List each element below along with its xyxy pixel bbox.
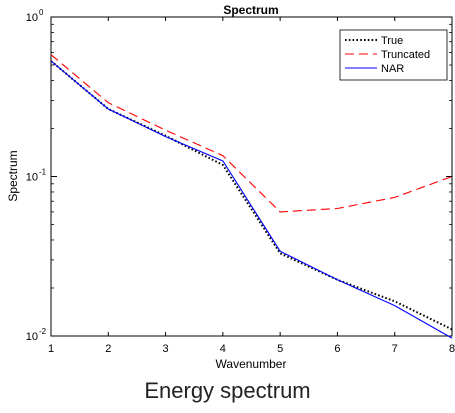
series-line-truncated [50,54,453,213]
y-tick-exponent: 0 [39,8,44,17]
x-tick-label: 7 [392,343,398,355]
x-tick-label: 8 [449,343,455,355]
series-lines [50,54,453,339]
x-tick-label: 2 [105,343,111,355]
series-line-nar [50,60,453,339]
x-tick-label: 1 [48,343,54,355]
x-axis-label: Wavenumber [216,357,287,371]
legend-label: NAR [381,63,404,75]
x-tick-label: 4 [220,343,226,355]
figure-caption: Energy spectrum [144,378,311,403]
legend-label: True [381,35,403,47]
x-tick-label: 3 [163,343,169,355]
y-tick-label: 10 [26,12,38,24]
y-tick-exponent: -1 [39,168,47,177]
legend: True Truncated NAR [339,29,448,81]
y-axis-label: Spectrum [6,150,20,201]
y-tick-label: 10 [26,172,38,184]
y-tick-exponent: -2 [39,327,47,336]
legend-box [339,29,448,81]
series-line-true [50,60,453,331]
chart-title: Spectrum [223,3,278,17]
legend-label: Truncated [381,49,430,61]
x-tick-label: 5 [277,343,283,355]
x-tick-label: 6 [334,343,340,355]
y-tick-label: 10 [26,331,38,343]
x-axis-ticks: 1 2 3 4 5 6 7 8 [48,17,455,355]
